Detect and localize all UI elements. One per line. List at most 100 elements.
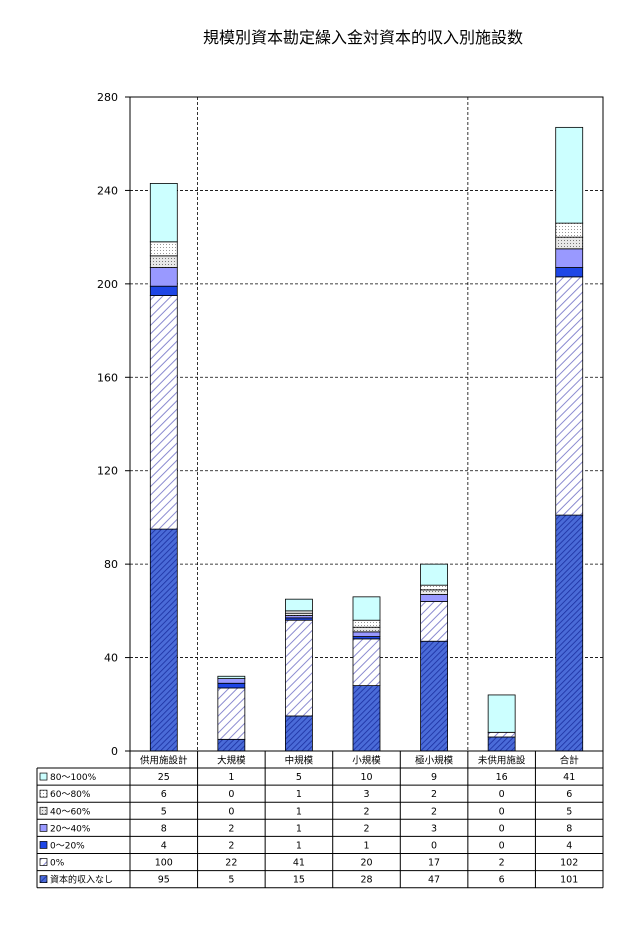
table-cell: 8 xyxy=(161,823,167,834)
legend-label: 20～40% xyxy=(50,824,91,834)
bar-segment xyxy=(420,584,448,591)
table-cell: 3 xyxy=(431,823,437,834)
legend-swatch xyxy=(39,806,48,815)
table-cell: 1 xyxy=(296,789,302,800)
bar-segment xyxy=(420,563,448,586)
bar-segment xyxy=(555,222,584,238)
table-header-label: 合計 xyxy=(560,755,580,767)
table-cell: 6 xyxy=(566,789,572,800)
bar-segment xyxy=(285,619,313,717)
table-cell: 100 xyxy=(155,858,173,869)
y-axis: 0 40 80 120 160 200 240 280 xyxy=(97,91,130,758)
table-cell: 2 xyxy=(431,789,437,800)
bar-segment xyxy=(420,589,448,595)
bar-segment xyxy=(352,638,381,687)
table-cell: 8 xyxy=(566,823,572,834)
bar-segment xyxy=(149,285,178,296)
bar-segment xyxy=(217,678,246,684)
bar-segment xyxy=(352,626,381,633)
table-cell: 0 xyxy=(228,806,234,817)
chart-title: 規模別資本勘定繰入金対資本的収入別施設数 xyxy=(203,28,523,47)
bar-segment xyxy=(352,685,381,752)
table-cell: 0 xyxy=(228,789,234,800)
table-cell: 2 xyxy=(431,806,437,817)
bar-segment xyxy=(217,738,246,752)
table-cell: 0 xyxy=(499,789,505,800)
table-cell: 41 xyxy=(563,772,575,783)
table-header-label: 未供用施設 xyxy=(478,755,526,767)
table-cell: 6 xyxy=(499,875,505,886)
bar-segment xyxy=(555,236,584,250)
y-tick-label: 240 xyxy=(97,184,118,197)
table-cell: 1 xyxy=(296,806,302,817)
bar-segment xyxy=(555,276,584,516)
legend-label: 資本的収入なし xyxy=(50,874,113,886)
table-cell: 1 xyxy=(228,772,234,783)
bar-segment xyxy=(420,594,448,602)
table-cell: 47 xyxy=(428,875,440,886)
table-cell: 101 xyxy=(560,875,578,886)
bar-segment xyxy=(217,687,246,740)
bar-segment xyxy=(555,267,584,278)
bar-segment xyxy=(217,675,246,679)
table-cell: 41 xyxy=(293,858,305,869)
table-cell: 3 xyxy=(363,789,369,800)
table-cell: 10 xyxy=(360,772,372,783)
table-cell: 15 xyxy=(293,875,305,886)
legend-label: 80～100% xyxy=(50,773,97,783)
y-tick-label: 200 xyxy=(97,278,118,291)
y-tick-label: 80 xyxy=(104,558,118,571)
bar-segment xyxy=(285,598,313,612)
bar-segment xyxy=(217,682,246,689)
table-cell: 25 xyxy=(158,772,170,783)
table-cell: 5 xyxy=(566,806,572,817)
table-cell: 4 xyxy=(566,840,572,851)
bar-segment xyxy=(149,528,178,752)
bar-segment xyxy=(352,596,381,621)
bar-segment xyxy=(555,514,584,752)
bar-segment xyxy=(487,694,516,733)
table-cell: 9 xyxy=(431,772,437,783)
bar-segment xyxy=(352,619,381,628)
legend-label: 0～20% xyxy=(50,841,85,851)
table-header-label: 中規模 xyxy=(285,755,314,767)
table-header-label: 小規模 xyxy=(352,755,381,767)
table-header-label: 極小規模 xyxy=(415,755,454,767)
bar-segment xyxy=(149,267,178,287)
y-tick-label: 160 xyxy=(97,371,118,384)
legend-swatch xyxy=(39,789,48,798)
legend-swatch xyxy=(39,823,48,832)
table-cell: 2 xyxy=(228,840,234,851)
bar-segment xyxy=(555,248,584,268)
bars xyxy=(149,126,584,752)
legend-swatch xyxy=(39,875,48,884)
table-cell: 0 xyxy=(499,823,505,834)
table-cell: 2 xyxy=(499,858,505,869)
table-cell: 5 xyxy=(161,806,167,817)
y-tick-label: 40 xyxy=(104,652,118,665)
bar-segment xyxy=(487,731,516,738)
table-cell: 22 xyxy=(225,858,237,869)
table-cell: 2 xyxy=(363,823,369,834)
legend-swatch xyxy=(39,772,48,781)
table-header-label: 大規模 xyxy=(217,755,246,767)
table-cell: 1 xyxy=(363,840,369,851)
table-cell: 28 xyxy=(360,875,372,886)
bar-segment xyxy=(285,715,313,752)
table-cell: 95 xyxy=(158,875,170,886)
bar-segment xyxy=(555,126,584,224)
table-cell: 4 xyxy=(161,840,167,851)
table-cell: 20 xyxy=(360,858,372,869)
y-tick-label: 280 xyxy=(97,91,118,104)
table-cell: 1 xyxy=(296,840,302,851)
table-cell: 0 xyxy=(431,840,437,851)
table-cell: 1 xyxy=(296,823,302,834)
bar-segment xyxy=(149,295,178,530)
table-cell: 102 xyxy=(560,858,578,869)
table-cell: 2 xyxy=(363,806,369,817)
table-cell: 2 xyxy=(228,823,234,834)
y-tick-label: 0 xyxy=(111,745,118,758)
bar-segment xyxy=(149,183,178,243)
